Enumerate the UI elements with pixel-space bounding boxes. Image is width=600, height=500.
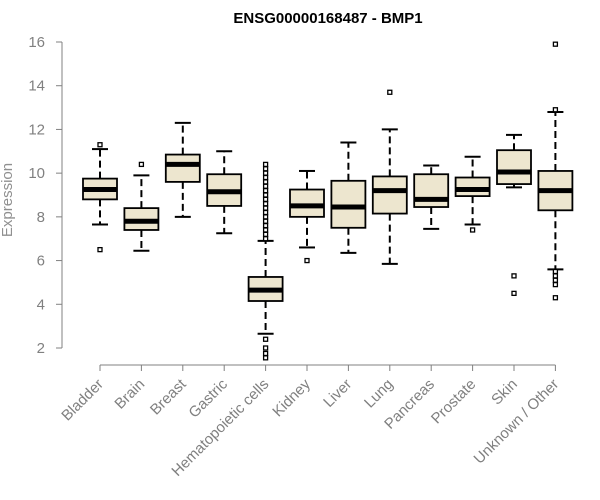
- y-tick-label: 8: [37, 209, 45, 226]
- outlier-point: [552, 268, 559, 275]
- x-tick-label: Liver: [320, 376, 355, 411]
- iqr-box: [289, 188, 325, 218]
- outlier-point: [262, 205, 269, 211]
- y-tick-label: 12: [28, 121, 45, 138]
- y-tick-label: 16: [28, 34, 45, 51]
- box-series: [82, 41, 574, 361]
- outlier-point: [262, 166, 269, 172]
- outlier-point: [262, 170, 269, 176]
- x-tick-label: Prostate: [428, 376, 480, 428]
- y-axis-title: Expression: [0, 163, 16, 237]
- outlier-point: [97, 246, 103, 253]
- box-pancreas: [413, 164, 450, 230]
- x-tick-label: Bladder: [58, 376, 107, 425]
- y-tick-label: 6: [37, 253, 45, 270]
- outlier-point: [262, 183, 269, 189]
- x-tick-label: Brain: [111, 376, 148, 413]
- outlier-point: [552, 281, 559, 288]
- box-unknown-other: [537, 41, 574, 301]
- iqr-box: [413, 173, 450, 208]
- y-tick-label: 10: [28, 165, 45, 182]
- box-brain: [123, 161, 160, 252]
- outlier-point: [97, 142, 103, 148]
- outlier-point: [262, 231, 269, 237]
- x-tick-label: Lung: [361, 376, 397, 412]
- y-tick-label: 14: [28, 78, 45, 95]
- y-tick-label: 2: [37, 340, 45, 357]
- outlier-point: [262, 179, 269, 185]
- outlier-point: [552, 295, 559, 301]
- outlier-point: [262, 196, 269, 203]
- box-liver: [330, 141, 367, 254]
- box-hematopoietic-cells: [247, 161, 284, 361]
- x-tick-label: Kidney: [269, 375, 314, 420]
- box-skin: [496, 133, 532, 297]
- iqr-box: [454, 176, 491, 197]
- box-breast: [164, 121, 201, 218]
- box-lung: [371, 89, 408, 265]
- iqr-box: [164, 153, 201, 183]
- outlier-point: [262, 336, 269, 342]
- outlier-point: [262, 218, 269, 224]
- outlier-point: [511, 290, 517, 297]
- outlier-point: [552, 273, 559, 279]
- outlier-point: [552, 277, 559, 283]
- y-axis: 2 4 6 8 10 12 14 16: [28, 34, 63, 357]
- outlier-point: [304, 257, 310, 264]
- iqr-box: [330, 179, 367, 229]
- box-prostate: [454, 155, 491, 233]
- box-bladder: [82, 142, 118, 253]
- outlier-point: [262, 174, 269, 181]
- outlier-point: [262, 187, 269, 194]
- outlier-point: [262, 222, 269, 229]
- x-tick-label: Skin: [488, 376, 521, 409]
- outlier-point: [262, 345, 269, 351]
- box-kidney: [289, 169, 325, 264]
- outlier-point: [262, 350, 269, 357]
- outlier-point: [262, 201, 269, 207]
- box-gastric: [206, 150, 243, 235]
- outlier-point: [138, 161, 145, 168]
- outlier-point: [552, 41, 559, 47]
- outlier-point: [511, 273, 517, 279]
- y-tick-label: 4: [37, 296, 45, 313]
- outlier-point: [552, 107, 559, 113]
- outlier-point: [262, 227, 269, 233]
- x-tick-label: Breast: [147, 375, 190, 418]
- outlier-point: [262, 236, 269, 242]
- outlier-point: [262, 355, 269, 361]
- outlier-point: [387, 89, 393, 95]
- chart-title: ENSG00000168487 - BMP1: [233, 10, 422, 27]
- outlier-point: [469, 227, 476, 233]
- outlier-point: [262, 192, 269, 198]
- outlier-point: [262, 214, 269, 220]
- outlier-point: [262, 161, 269, 168]
- iqr-box: [496, 149, 532, 185]
- iqr-box: [371, 175, 408, 215]
- outlier-point: [262, 209, 269, 216]
